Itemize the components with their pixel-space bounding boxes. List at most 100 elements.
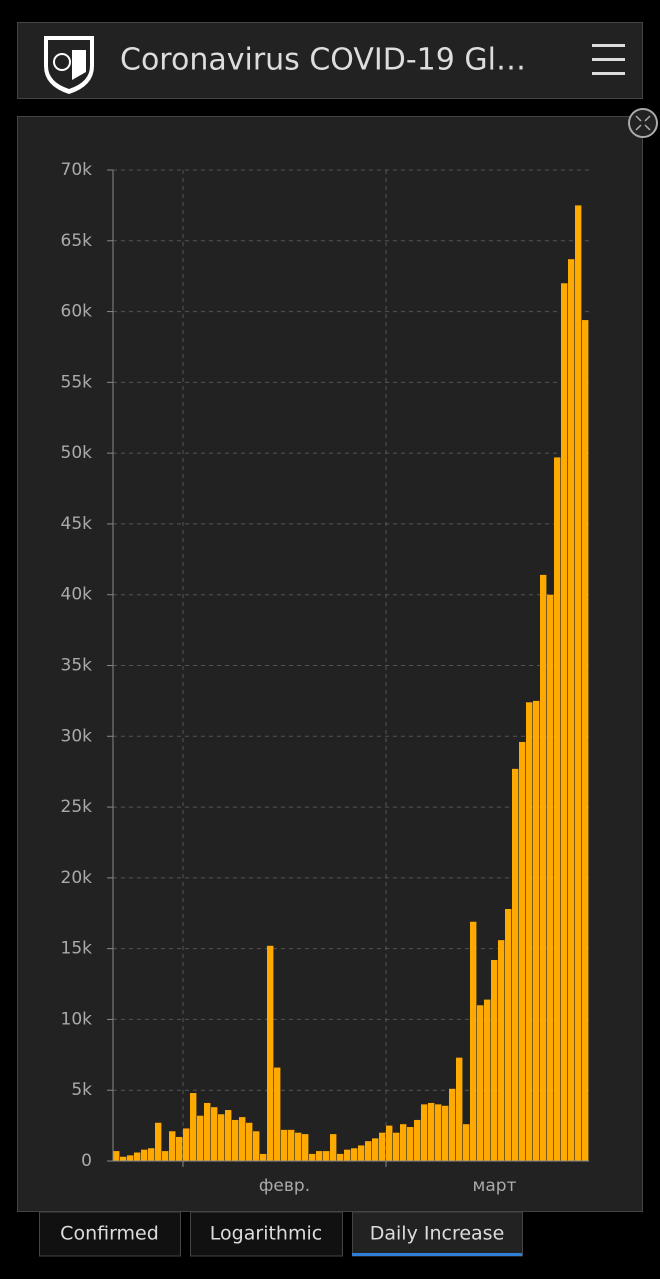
bar xyxy=(407,1127,414,1161)
bar xyxy=(155,1122,162,1161)
bar xyxy=(176,1136,183,1161)
y-tick-label: 0 xyxy=(81,1151,92,1171)
bar xyxy=(351,1148,358,1161)
collapse-button[interactable] xyxy=(628,108,658,138)
bar xyxy=(330,1134,337,1161)
bar xyxy=(309,1153,316,1161)
tab-background xyxy=(352,1211,523,1257)
bar xyxy=(372,1138,379,1161)
tab-label: Daily Increase xyxy=(370,1223,505,1245)
bar xyxy=(512,768,519,1161)
bar xyxy=(204,1102,211,1161)
bar xyxy=(302,1134,309,1161)
bar xyxy=(190,1093,197,1161)
bar xyxy=(386,1125,393,1161)
bar xyxy=(127,1155,134,1161)
y-tick-label: 50k xyxy=(61,443,93,463)
bar xyxy=(533,700,540,1161)
bar xyxy=(519,741,526,1161)
bar xyxy=(323,1151,330,1161)
plot: 0 5k 10k 15k 20k 25k 30k 35k 40k 45k 50k 55k 60k 65k 7… xyxy=(61,160,589,1196)
y-tick-label: 15k xyxy=(61,939,93,959)
x-tick-label: февр. xyxy=(259,1176,310,1196)
bar xyxy=(358,1145,365,1161)
bar xyxy=(134,1152,141,1161)
bar xyxy=(554,457,561,1161)
y-tick-label: 65k xyxy=(61,231,93,251)
bar xyxy=(337,1153,344,1161)
bar xyxy=(141,1149,148,1161)
bar xyxy=(260,1153,267,1161)
bar xyxy=(183,1128,190,1161)
bar xyxy=(295,1132,302,1161)
bar xyxy=(428,1102,435,1161)
bar xyxy=(393,1132,400,1161)
bar xyxy=(575,205,582,1162)
bar xyxy=(470,921,477,1161)
tab-underline xyxy=(352,1253,522,1256)
bar xyxy=(120,1156,127,1161)
bar xyxy=(218,1114,225,1161)
bar xyxy=(582,320,589,1162)
bar xyxy=(281,1129,288,1161)
bar xyxy=(491,959,498,1161)
bar xyxy=(414,1119,421,1161)
bar xyxy=(463,1124,470,1161)
bar xyxy=(239,1117,246,1161)
bar xyxy=(435,1104,442,1161)
bar xyxy=(253,1131,260,1161)
y-tick-label: 55k xyxy=(61,372,93,392)
tab[interactable]: Confirmed xyxy=(39,1211,181,1257)
tab-label: Confirmed xyxy=(60,1223,159,1245)
x-tick-label: март xyxy=(473,1176,517,1196)
bar xyxy=(477,1005,484,1161)
bar xyxy=(316,1151,323,1161)
tab-label: Logarithmic xyxy=(210,1223,322,1245)
y-tick-label: 35k xyxy=(61,656,93,676)
tab[interactable]: Daily Increase xyxy=(352,1211,523,1257)
y-tick-label: 10k xyxy=(61,1009,93,1029)
bar xyxy=(400,1124,407,1161)
bar xyxy=(484,999,491,1161)
y-tick-label: 40k xyxy=(61,585,93,605)
bar xyxy=(169,1131,176,1161)
bar xyxy=(365,1141,372,1161)
tab[interactable]: Logarithmic xyxy=(190,1211,343,1257)
tabs: Confirmed Logarithmic Daily Increase xyxy=(39,1211,523,1257)
bar xyxy=(267,945,274,1161)
bar xyxy=(162,1151,169,1161)
bar xyxy=(113,1151,120,1161)
bar xyxy=(288,1129,295,1161)
bar xyxy=(211,1107,218,1161)
y-tick-label: 25k xyxy=(61,797,93,817)
header-title: Coronavirus COVID-19 Gl… xyxy=(120,43,526,78)
header-bar xyxy=(17,22,643,99)
y-tick-label: 60k xyxy=(61,302,93,322)
bar xyxy=(505,909,512,1161)
y-tick-label: 30k xyxy=(61,726,93,746)
bar xyxy=(547,594,554,1161)
bar xyxy=(442,1105,449,1161)
bar xyxy=(561,283,568,1161)
bar xyxy=(344,1149,351,1161)
tab-background xyxy=(39,1211,181,1257)
bar xyxy=(148,1148,155,1161)
bar xyxy=(498,940,505,1161)
tab-background xyxy=(190,1211,343,1257)
bar xyxy=(246,1122,253,1161)
menu-button[interactable] xyxy=(592,44,625,75)
y-tick-label: 20k xyxy=(61,868,93,888)
y-tick-label: 70k xyxy=(61,160,93,180)
bar xyxy=(526,702,533,1161)
y-tick-label: 45k xyxy=(61,514,93,534)
bar xyxy=(225,1110,232,1161)
bar xyxy=(232,1119,239,1161)
logo xyxy=(44,36,94,94)
bar xyxy=(568,259,575,1161)
y-tick-label: 5k xyxy=(71,1080,92,1100)
bar xyxy=(421,1104,428,1161)
bar xyxy=(379,1132,386,1161)
bar xyxy=(449,1088,456,1161)
